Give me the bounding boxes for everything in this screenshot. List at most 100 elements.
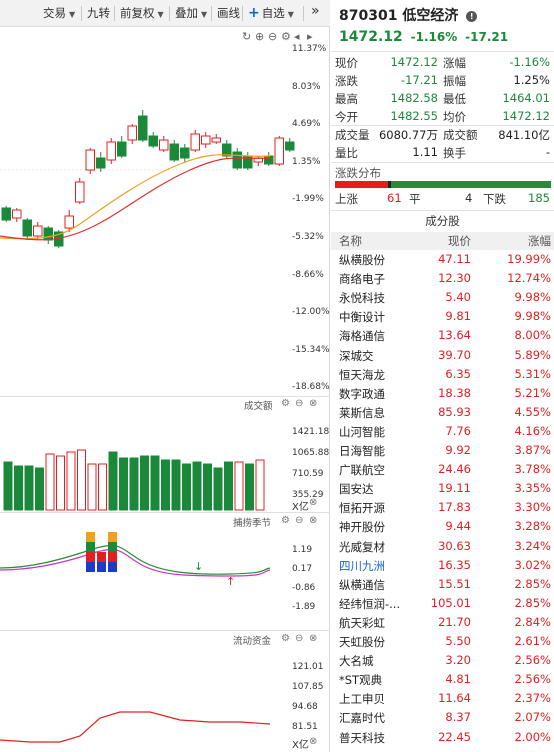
panel-close-icon[interactable]: ⊗ <box>309 633 318 644</box>
panel-settings-icon[interactable]: ⚙ <box>281 398 290 409</box>
volume-bar[interactable] <box>203 463 212 511</box>
volume-bar[interactable] <box>35 467 44 511</box>
constituent-row[interactable]: 国安达 19.11 3.35% <box>331 480 554 499</box>
candle[interactable] <box>211 137 221 143</box>
candle[interactable] <box>1 207 11 221</box>
refresh-icon[interactable]: ↻ <box>242 30 252 43</box>
volume-bar[interactable] <box>3 461 13 511</box>
volume-chart[interactable] <box>0 412 290 512</box>
candle[interactable] <box>75 181 85 203</box>
candle[interactable] <box>264 155 274 165</box>
panel-settings-icon[interactable]: ⚙ <box>281 633 290 644</box>
constituent-row[interactable]: 恒拓开源 17.83 3.30% <box>331 499 554 518</box>
candle[interactable] <box>159 139 169 151</box>
chart-pane[interactable]: 交易 ▼ 九转 前复权 ▼ 叠加 ▼ 画线 + 自选 ▼ » ↻ ⊕ ⊖ ⚙ ◂ ▸ 11… <box>0 0 330 752</box>
constituent-row[interactable]: 深城交 39.70 5.89% <box>331 347 554 366</box>
arrow-left-icon[interactable]: ◂ <box>294 30 300 43</box>
candle[interactable] <box>43 227 53 241</box>
candle[interactable] <box>285 141 295 151</box>
arrow-right-icon[interactable]: ▸ <box>307 30 313 43</box>
constituent-row[interactable]: 经纬恒润-... 105.01 2.85% <box>331 595 554 614</box>
constituent-row[interactable]: 神开股份 9.44 3.28% <box>331 518 554 537</box>
constituent-row[interactable]: 大名城 3.20 2.56% <box>331 652 554 671</box>
constituent-row[interactable]: 四川九洲 16.35 3.02% <box>331 557 554 576</box>
volume-bar[interactable] <box>182 463 191 511</box>
volume-bar[interactable] <box>213 467 223 511</box>
volume-bar[interactable] <box>77 449 86 511</box>
candle[interactable] <box>117 141 127 157</box>
panel-minimize-icon[interactable]: ⊖ <box>295 633 304 644</box>
candle[interactable] <box>12 209 22 219</box>
constituent-row[interactable]: 纵横通信 15.51 2.85% <box>331 576 554 595</box>
candle[interactable] <box>106 141 116 161</box>
col-change-header[interactable]: 涨幅 <box>528 234 551 248</box>
constituent-row[interactable]: 航天彩虹 21.70 2.84% <box>331 614 554 633</box>
candle[interactable] <box>33 225 43 237</box>
volume-bar[interactable] <box>14 465 23 511</box>
candle[interactable] <box>222 143 232 157</box>
constituent-row[interactable]: 莱斯信息 85.93 4.55% <box>331 404 554 423</box>
panel-close-icon[interactable]: ⊗ <box>309 515 318 526</box>
candle[interactable] <box>22 219 32 237</box>
expand-button[interactable]: » <box>308 2 323 21</box>
volume-bar[interactable] <box>87 463 97 511</box>
volume-bar[interactable] <box>161 459 170 511</box>
info-icon[interactable]: ! <box>466 11 478 22</box>
jiuzhuan-button[interactable]: 九转 <box>84 4 113 23</box>
volume-bar[interactable] <box>255 459 265 511</box>
constituent-row[interactable]: *ST观典 4.81 2.56% <box>331 671 554 690</box>
constituent-row[interactable]: 汇嘉时代 8.37 2.07% <box>331 709 554 728</box>
constituent-row[interactable]: 商络电子 12.30 12.74% <box>331 270 554 289</box>
col-name-header[interactable]: 名称 <box>339 234 362 248</box>
candlestick-chart[interactable] <box>0 40 295 390</box>
panel-settings-icon[interactable]: ⚙ <box>281 515 290 526</box>
volume-bar[interactable] <box>129 457 139 511</box>
candle[interactable] <box>201 135 211 145</box>
volume-bar[interactable] <box>224 461 233 511</box>
trade-menu[interactable]: 交易 ▼ <box>40 4 78 23</box>
constituent-row[interactable]: 光威复材 30.63 3.24% <box>331 538 554 557</box>
panel-close-icon[interactable]: ⊗ <box>309 398 318 409</box>
candle[interactable] <box>148 135 158 147</box>
volume-bar[interactable] <box>45 453 55 511</box>
constituent-row[interactable]: 永悦科技 5.40 9.98% <box>331 289 554 308</box>
volume-bar[interactable] <box>98 463 107 511</box>
candle[interactable] <box>127 125 137 141</box>
constituent-row[interactable]: 山河智能 7.76 4.16% <box>331 423 554 442</box>
constituent-row[interactable]: 中衡设计 9.81 9.98% <box>331 308 554 327</box>
candle[interactable] <box>180 147 190 159</box>
candle[interactable] <box>190 133 200 151</box>
constituent-row[interactable]: 上工申贝 11.64 2.37% <box>331 690 554 709</box>
volume-bar[interactable] <box>66 451 76 511</box>
constituent-row[interactable]: 纵横股份 47.11 19.99% <box>331 251 554 270</box>
add-watchlist-button[interactable]: + 自选 ▼ <box>245 4 297 23</box>
constituent-row[interactable]: 数字政通 18.38 5.21% <box>331 385 554 404</box>
volume-bar[interactable] <box>192 461 202 511</box>
candle[interactable] <box>232 151 242 169</box>
panel-close-icon[interactable]: ⊗ <box>309 736 318 747</box>
panel-minimize-icon[interactable]: ⊖ <box>295 515 304 526</box>
volume-bar[interactable] <box>171 459 181 511</box>
volume-bar[interactable] <box>150 455 160 511</box>
capital-flow-chart[interactable] <box>0 648 290 748</box>
constituent-row[interactable]: 广联航空 24.46 3.78% <box>331 461 554 480</box>
overlay-menu[interactable]: 叠加 ▼ <box>172 4 210 23</box>
constituent-row[interactable]: 恒天海龙 6.35 5.31% <box>331 366 554 385</box>
candle[interactable] <box>85 149 95 171</box>
candle[interactable] <box>138 115 148 141</box>
constituent-row[interactable]: 天虹股份 5.50 2.61% <box>331 633 554 652</box>
col-price-header[interactable]: 现价 <box>448 234 471 248</box>
fuquan-menu[interactable]: 前复权 ▼ <box>117 4 167 23</box>
candle[interactable] <box>64 215 74 229</box>
volume-bar[interactable] <box>245 463 254 511</box>
zoom-in-icon[interactable]: ⊕ <box>255 30 265 43</box>
panel-close-icon[interactable]: ⊗ <box>309 497 318 508</box>
settings-icon[interactable]: ⚙ <box>281 30 291 43</box>
constituent-row[interactable]: 海格通信 13.64 8.00% <box>331 327 554 346</box>
panel-minimize-icon[interactable]: ⊖ <box>295 398 304 409</box>
draw-line-button[interactable]: 画线 <box>214 4 243 23</box>
candle[interactable] <box>169 143 179 161</box>
volume-bar[interactable] <box>140 455 149 511</box>
volume-bar[interactable] <box>234 461 244 511</box>
candle[interactable] <box>96 157 106 169</box>
